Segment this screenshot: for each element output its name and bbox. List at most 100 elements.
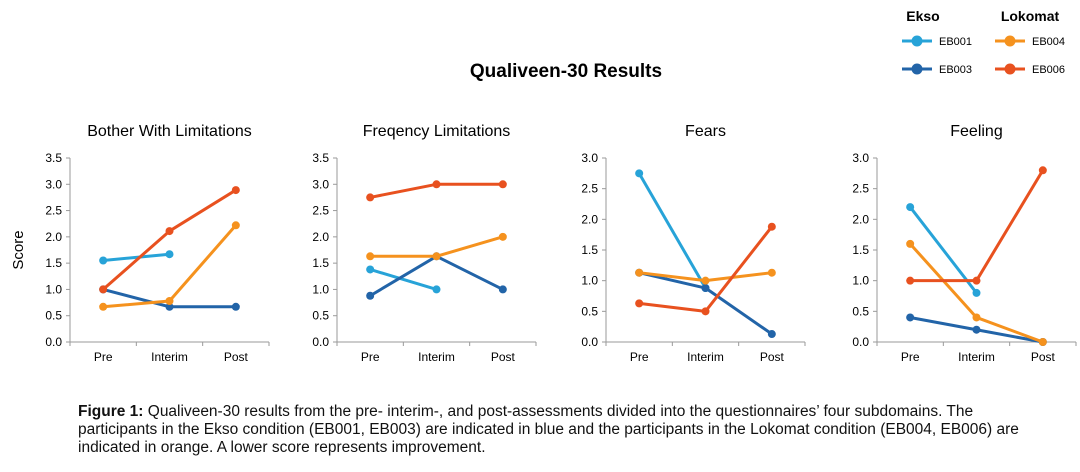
panel-title: Freqency Limitations <box>363 123 511 140</box>
y-tick-label: 3.0 <box>312 177 329 191</box>
series-EB001 <box>99 250 174 265</box>
data-point <box>972 313 981 322</box>
x-tick-label: Post <box>760 350 785 364</box>
data-point <box>701 284 710 293</box>
y-tick-label: 1.5 <box>581 243 598 257</box>
legend-marker <box>911 35 923 47</box>
x-tick-label: Pre <box>901 350 920 364</box>
y-tick-label: 0.0 <box>45 335 62 349</box>
x-tick-label: Pre <box>630 350 649 364</box>
panel-title: Bother With Limitations <box>87 123 252 140</box>
x-tick-label: Post <box>1031 350 1056 364</box>
series-EB004 <box>99 221 240 311</box>
y-tick-label: 0.0 <box>581 335 598 349</box>
series-EB006 <box>99 186 240 294</box>
y-tick-label: 3.5 <box>45 151 62 165</box>
data-point <box>1038 166 1047 175</box>
chart-panel: Fears 0.0 0.5 1.0 1.5 2.0 2.5 3.0 Pre Interim Post <box>581 123 806 364</box>
y-tick-label: 3.0 <box>852 151 869 165</box>
data-point <box>165 250 174 259</box>
chart-panel: Bother With Limitations 0.0 0.5 1.0 1.5 2.0 2.… <box>10 123 270 364</box>
data-point <box>366 291 375 300</box>
series-EB004 <box>366 232 507 261</box>
data-point <box>972 288 981 297</box>
y-tick-label: 1.0 <box>45 282 62 296</box>
series-EB006 <box>906 166 1047 285</box>
data-point <box>99 285 108 294</box>
data-point <box>231 221 240 230</box>
data-point <box>366 265 375 274</box>
data-point <box>165 296 174 305</box>
legend-group-title: Lokomat <box>1001 8 1060 24</box>
y-tick-label: 0.0 <box>852 335 869 349</box>
legend-entry-label: EB004 <box>1032 36 1065 48</box>
y-tick-label: 0.5 <box>852 304 869 318</box>
data-point <box>701 307 710 316</box>
figure-caption: Figure 1: Qualiveen-30 results from the … <box>78 403 1046 457</box>
x-tick-label: Interim <box>418 350 455 364</box>
data-point <box>99 256 108 265</box>
series-line <box>369 268 437 291</box>
data-point <box>99 302 108 311</box>
data-point <box>972 325 981 334</box>
data-point <box>701 276 710 285</box>
data-point <box>1038 338 1047 346</box>
y-tick-label: 0.5 <box>581 304 598 318</box>
data-point <box>498 232 507 241</box>
y-tick-label: 2.0 <box>45 230 62 244</box>
series-line <box>908 206 978 294</box>
y-tick-label: 0.5 <box>312 309 329 323</box>
legend-marker <box>1004 35 1016 47</box>
data-point <box>635 268 644 277</box>
series-line <box>102 188 237 291</box>
chart-panel: Freqency Limitations 0.0 0.5 1.0 1.5 2.0 2.5 3.… <box>312 123 537 364</box>
chart-panel: Feeling 0.0 0.5 1.0 1.5 2.0 2.5 3.0 Pre Interim Po… <box>852 123 1077 364</box>
panel-title: Feeling <box>950 123 1002 140</box>
x-tick-label: Interim <box>151 350 188 364</box>
series-line <box>637 172 707 289</box>
legend-entry-label: EB001 <box>939 36 972 48</box>
chart-panels: Bother With Limitations 0.0 0.5 1.0 1.5 2.0 2.… <box>10 123 1077 364</box>
data-point <box>432 252 441 261</box>
y-tick-label: 1.0 <box>312 282 329 296</box>
legend-entry-label: EB006 <box>1032 64 1065 76</box>
series-EB004 <box>635 268 776 285</box>
data-point <box>972 276 981 285</box>
legend-group-title: Ekso <box>906 8 939 24</box>
y-tick-label: 2.5 <box>45 204 62 218</box>
caption-label: Figure 1: <box>78 403 144 420</box>
data-point <box>231 302 240 311</box>
data-point <box>906 239 915 248</box>
x-tick-label: Interim <box>687 350 724 364</box>
data-point <box>906 313 915 322</box>
y-tick-label: 3.0 <box>581 151 598 165</box>
series-EB001 <box>366 265 441 294</box>
panel-title: Fears <box>685 123 726 140</box>
data-point <box>767 268 776 277</box>
y-tick-label: 2.5 <box>312 204 329 218</box>
figure-title: Qualiveen-30 Results <box>470 61 662 82</box>
series-EB001 <box>906 203 981 297</box>
data-point <box>165 227 174 236</box>
legend-marker <box>1004 63 1016 75</box>
y-tick-label: 2.5 <box>852 182 869 196</box>
legend-marker <box>911 63 923 75</box>
data-point <box>231 186 240 195</box>
y-tick-label: 3.5 <box>312 151 329 165</box>
x-tick-label: Pre <box>361 350 380 364</box>
x-tick-label: Post <box>224 350 249 364</box>
data-point <box>635 299 644 308</box>
y-tick-label: 2.0 <box>312 230 329 244</box>
data-point <box>366 193 375 202</box>
y-tick-label: 1.0 <box>852 274 869 288</box>
y-tick-label: 1.5 <box>852 243 869 257</box>
data-point <box>767 330 776 339</box>
series-EB004 <box>906 239 1047 346</box>
data-point <box>906 276 915 285</box>
series-line <box>638 225 774 313</box>
y-axis-label: Score <box>10 230 27 269</box>
y-tick-label: 2.0 <box>581 212 598 226</box>
data-point <box>635 169 644 178</box>
data-point <box>432 180 441 189</box>
